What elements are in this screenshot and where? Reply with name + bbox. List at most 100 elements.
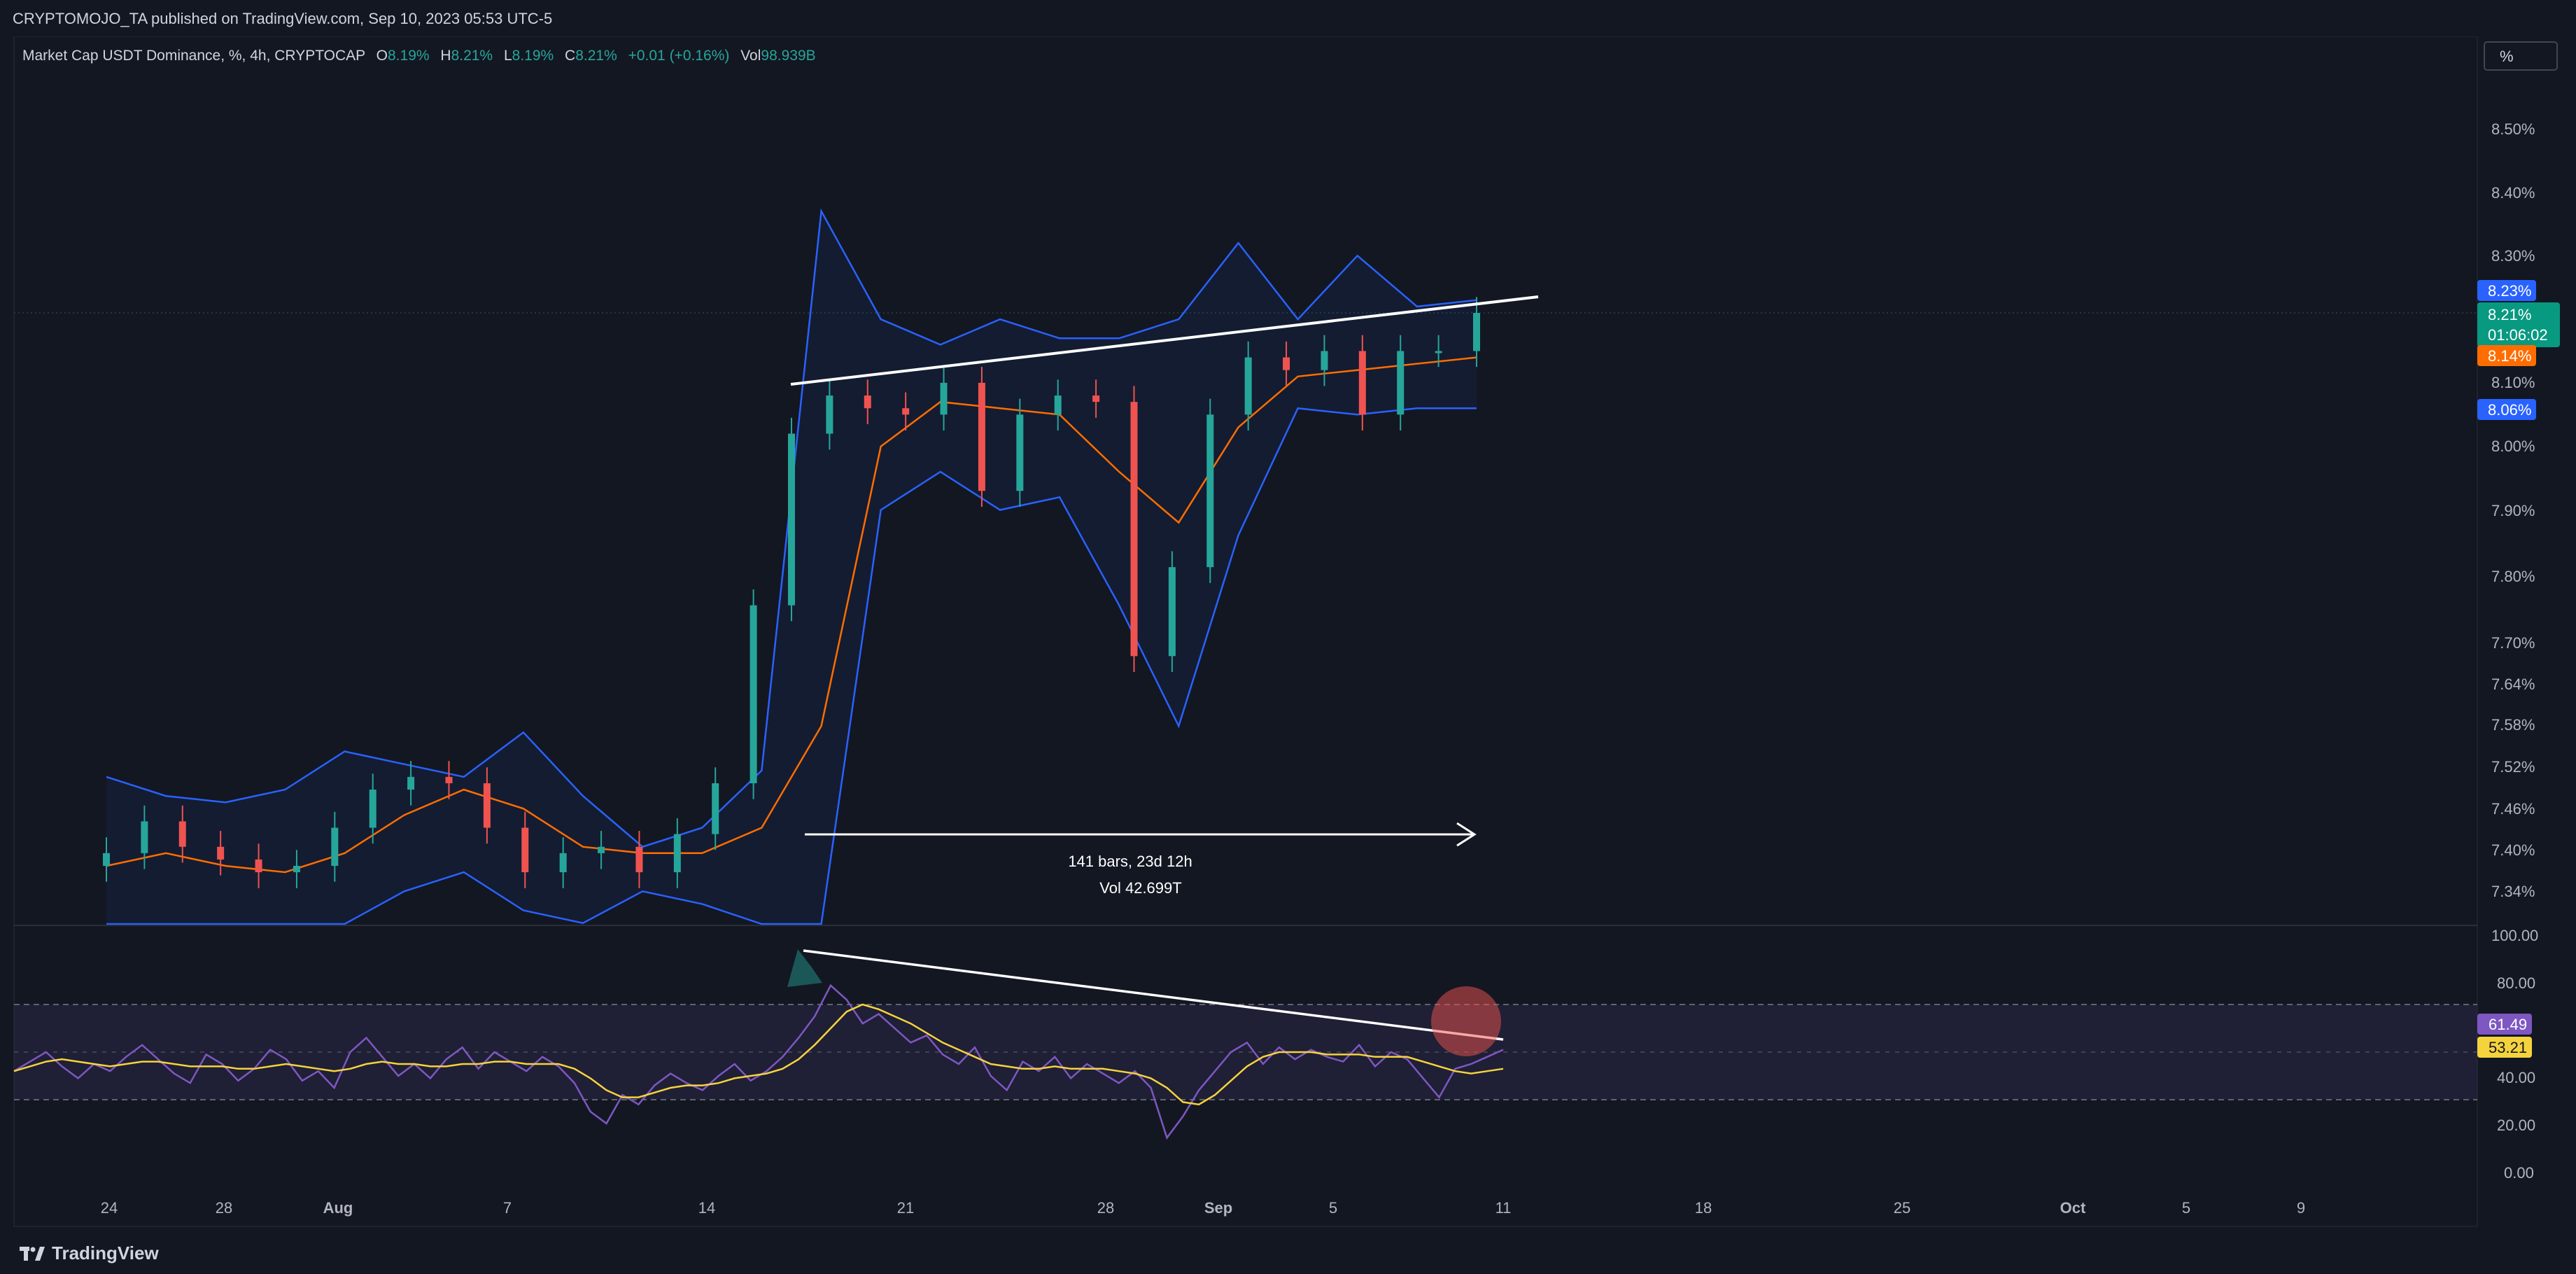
bb-basis-price: 8.14% [2488,347,2531,365]
rsi-tick-label: 0.00 [2504,1164,2534,1182]
candle-down [1283,357,1290,370]
candle-up [559,853,567,873]
candle-up [1168,567,1176,657]
candle-up [940,382,948,415]
y-tick-label: 7.34% [2491,883,2535,900]
volume-value: 98.939B [761,48,815,64]
chart-area[interactable]: 141 bars, 23d 12h Vol 42.699T 8.50% 8.40… [0,36,2576,1230]
last-price: 8.21% [2488,306,2531,323]
candle-up [712,783,719,834]
bb-lower-price-tag [2477,399,2536,420]
range-bars-label: 141 bars, 23d 12h [1068,853,1192,870]
rsi-value: 61.49 [2489,1016,2527,1033]
y-tick-label: 7.80% [2491,568,2535,585]
candle-up [673,834,681,873]
y-tick-label: 8.50% [2491,120,2535,138]
bb-lower-price: 8.06% [2488,401,2531,419]
range-vol-label: Vol 42.699T [1099,879,1181,897]
y-tick-label: 8.00% [2491,438,2535,455]
x-tick-label: 5 [1329,1199,1337,1217]
candle-down [1092,396,1100,402]
rsi-tick-label: 20.00 [2497,1116,2535,1134]
x-tick-label: 14 [698,1199,715,1217]
candle-down [902,408,910,415]
candle-down [1358,351,1366,415]
rsi-ma-value-tag [2477,1037,2532,1058]
y-tick-label: 7.90% [2491,502,2535,519]
candle-up [1016,414,1024,491]
rsi-band-fill [14,1004,2477,1100]
tradingview-logo[interactable]: TradingView [20,1242,159,1264]
volume-label: Vol [740,48,761,64]
x-tick-label: 21 [897,1199,914,1217]
y-tick-label: 8.10% [2491,374,2535,391]
publish-info: CRYPTOMOJO_TA published on TradingView.c… [13,10,553,27]
y-tick-label: 7.58% [2491,716,2535,734]
candle-down [178,821,186,847]
legend: Market Cap USDT Dominance, %, 4h, CRYPTO… [22,48,816,64]
close-label: C [565,48,575,64]
bb-basis-price-tag [2477,345,2536,366]
tradingview-logo-icon [20,1246,45,1261]
bar-countdown: 01:06:02 [2488,326,2548,344]
resistance-trendline[interactable] [790,295,1539,386]
top-bar: CRYPTOMOJO_TA published on TradingView.c… [0,0,2576,36]
rsi-ma-line [13,1003,1504,1106]
bb-upper-price-tag [2477,280,2536,301]
rsi-tick-label: 80.00 [2497,974,2535,992]
candle-down [1130,402,1138,657]
candle-up [1397,351,1405,415]
low-label: L [504,48,512,64]
x-tick-label: 24 [101,1199,118,1217]
y-tick-label: 7.64% [2491,676,2535,693]
candlesticks [103,297,1480,888]
x-tick-label: 28 [1097,1199,1114,1217]
candle-up [1435,351,1442,354]
y-tick-label: 7.70% [2491,634,2535,652]
price-axis[interactable]: 8.50% 8.40% 8.30% 8.10% 8.00% 7.90% 7.80… [2477,120,2560,900]
time-axis[interactable]: 24 28 Aug 7 14 21 28 Sep 5 11 18 25 Oct … [101,1199,2305,1217]
percent-scale-button[interactable]: % [2484,41,2558,71]
candle-down [864,396,871,409]
arrow-head-icon [1456,822,1477,847]
bb-upper-price: 8.23% [2488,282,2531,300]
high-value: 8.21% [451,48,493,64]
candle-up [407,776,415,790]
candle-up [103,853,110,866]
tradingview-brand: TradingView [52,1242,159,1264]
low-value: 8.19% [512,48,554,64]
y-tick-label: 8.40% [2491,184,2535,202]
candle-up [1244,357,1252,415]
high-label: H [440,48,451,64]
close-value: 8.21% [575,48,617,64]
candle-up [788,433,795,606]
rsi-highlight-circle[interactable] [1431,986,1501,1056]
candle-down [445,776,453,783]
rsi-pane[interactable] [13,949,2477,1140]
x-tick-label: Sep [1204,1199,1232,1217]
candle-up [749,605,757,783]
candle-up [1054,396,1062,415]
rsi-trendline[interactable] [803,949,1504,1041]
price-pane[interactable]: 141 bars, 23d 12h Vol 42.699T [14,208,2477,925]
percent-button-label: % [2500,48,2514,65]
candle-down [217,846,225,860]
y-tick-label: 7.46% [2491,800,2535,818]
x-tick-label: Aug [323,1199,353,1217]
rsi-tick-label: 40.00 [2497,1069,2535,1086]
y-tick-label: 7.52% [2491,758,2535,776]
rsi-overbought-fill [787,949,822,987]
candle-down [978,382,985,491]
candle-up [598,846,605,853]
x-tick-label: 5 [2182,1199,2190,1217]
candle-up [331,827,339,866]
x-tick-label: 28 [216,1199,232,1217]
x-tick-label: Oct [2060,1199,2086,1217]
rsi-axis[interactable]: 100.00 80.00 40.00 20.00 0.00 61.49 53.2… [2477,927,2538,1182]
symbol-info: Market Cap USDT Dominance, %, 4h, CRYPTO… [22,48,365,64]
open-value: 8.19% [388,48,430,64]
last-price-tag [2477,302,2560,347]
x-tick-label: 9 [2297,1199,2305,1217]
candle-down [483,783,491,828]
candle-up [141,821,148,853]
